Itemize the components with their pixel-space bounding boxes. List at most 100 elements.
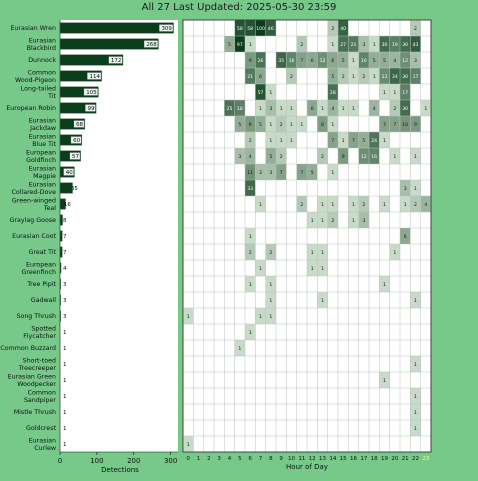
- heatmap-cell-label: 58: [237, 26, 243, 32]
- heatmap-cell-label: 2: [331, 26, 334, 32]
- heatmap-cell: [307, 164, 318, 180]
- heatmap-cell-label: 46: [268, 26, 274, 32]
- heatmap-cell-label: 2: [300, 42, 303, 48]
- heatmap-cell-label: 1: [311, 250, 314, 256]
- heatmap-cell: [276, 148, 287, 164]
- heatmap-cell-label: 4: [424, 202, 427, 208]
- bar-value-label: 114: [90, 74, 101, 80]
- species-label: Green-winged Teal: [12, 198, 56, 212]
- heatmap-cell-label: 1: [249, 330, 252, 336]
- bar-value-box: [158, 24, 174, 32]
- heatmap-cell: [358, 36, 369, 52]
- heatmap-cell-label: 28: [330, 90, 336, 96]
- bar-x-tick-label: 0: [58, 457, 62, 465]
- hour-tick-label: 23: [422, 456, 429, 462]
- heatmap-cell: [255, 52, 266, 68]
- heatmap-cell-label: 1: [321, 250, 324, 256]
- species-label: Eurasian Collared-Dove: [11, 182, 56, 196]
- heatmap-cell-label: 7: [352, 138, 355, 144]
- heatmap-cell: [327, 164, 338, 180]
- heatmap-cell-label: 16: [289, 58, 295, 64]
- heatmap-cell: [410, 292, 421, 308]
- heatmap-cell: [410, 68, 421, 84]
- bar-value-label: 8: [63, 218, 67, 224]
- heatmap-cell-label: 10: [402, 122, 408, 128]
- heatmap-cell-label: 2: [331, 218, 334, 224]
- heatmap-cell: [245, 164, 256, 180]
- heatmap-cell: [358, 148, 369, 164]
- heatmap-cell-label: 2: [414, 202, 417, 208]
- heatmap-cell: [234, 36, 245, 52]
- heatmap-cell-label: 7: [300, 58, 303, 64]
- heatmap-cell-label: 97: [237, 42, 243, 48]
- heatmap-cell-label: 1: [393, 90, 396, 96]
- heatmap-cell: [276, 164, 287, 180]
- heatmap-cell-label: 1: [342, 138, 345, 144]
- bar-value-label: 3: [63, 282, 67, 288]
- heatmap-cell-label: 30: [402, 106, 408, 112]
- heatmap-cell-label: 3: [238, 154, 241, 160]
- species-label: Common Buzzard: [0, 345, 56, 352]
- heatmap-cell: [400, 84, 411, 100]
- heatmap-cell-label: 1: [187, 314, 190, 320]
- bar-value-label: 1: [63, 426, 67, 432]
- heatmap-cell-label: 1: [342, 106, 345, 112]
- heatmap-cell-label: 7: [300, 170, 303, 176]
- heatmap-cell: [410, 180, 421, 196]
- heatmap-cell: [265, 308, 276, 324]
- heatmap-cell: [358, 132, 369, 148]
- species-label: Dunnock: [28, 57, 56, 64]
- heatmap-cell-label: 2: [321, 154, 324, 160]
- bar-value-label: 1: [63, 394, 67, 400]
- hour-tick-label: 18: [371, 456, 378, 462]
- bar-x-axis-label: Detections: [101, 466, 139, 474]
- heatmap-cell-label: 1: [331, 122, 334, 128]
- heatmap-cell: [276, 116, 287, 132]
- species-label: Eurasian Green Woodpecker: [8, 374, 57, 388]
- heatmap-cell: [234, 116, 245, 132]
- heatmap-cell: [265, 148, 276, 164]
- heatmap-cell: [327, 212, 338, 228]
- heatmap-cell-label: 4: [373, 106, 376, 112]
- heatmap-cell: [379, 196, 390, 212]
- heatmap-cell: [317, 100, 328, 116]
- heatmap-cell-label: 1: [269, 298, 272, 304]
- heatmap-cell: [265, 292, 276, 308]
- heatmap-cell-label: 6: [311, 106, 314, 112]
- heatmap-cell: [255, 84, 266, 100]
- heatmap-cell: [307, 244, 318, 260]
- bar-plot-area: [60, 20, 178, 452]
- bar-value-box: [69, 152, 81, 160]
- heatmap-cell-label: 2: [342, 74, 345, 80]
- heatmap-cell: [410, 20, 421, 36]
- heatmap-cell: [327, 84, 338, 100]
- heatmap-cell-label: 57: [258, 90, 264, 96]
- heatmap-cell-label: 2: [269, 250, 272, 256]
- heatmap-cell-label: 7: [280, 170, 283, 176]
- heatmap-cell: [327, 116, 338, 132]
- heatmap-cell: [410, 420, 421, 436]
- hour-tick-label: 2: [207, 456, 211, 462]
- heatmap-cell-label: 1: [269, 282, 272, 288]
- heatmap-cell: [379, 276, 390, 292]
- bar-x-tick-label: 300: [164, 457, 177, 465]
- heatmap-cell-label: 30: [402, 42, 408, 48]
- hour-tick-label: 20: [391, 456, 398, 462]
- heatmap-cell: [358, 196, 369, 212]
- species-label: Gadwall: [31, 297, 56, 304]
- heatmap-cell: [327, 68, 338, 84]
- heatmap-cell-label: 35: [278, 58, 284, 64]
- heatmap-cell-label: 1: [290, 106, 293, 112]
- bar-value-label: 7: [63, 250, 67, 256]
- species-label: Eurasian Jackdaw: [29, 118, 56, 132]
- hour-tick-label: 9: [279, 456, 283, 462]
- species-label: Song Thrush: [16, 313, 56, 320]
- heatmap-cell-label: 5: [383, 58, 386, 64]
- heatmap-cell-label: 26: [258, 58, 264, 64]
- heatmap-cell-label: 1: [352, 106, 355, 112]
- heatmap-cell: [327, 132, 338, 148]
- heatmap-cell: [317, 196, 328, 212]
- bar-value-label: 35: [71, 186, 78, 192]
- heatmap-cell-label: 9: [342, 154, 345, 160]
